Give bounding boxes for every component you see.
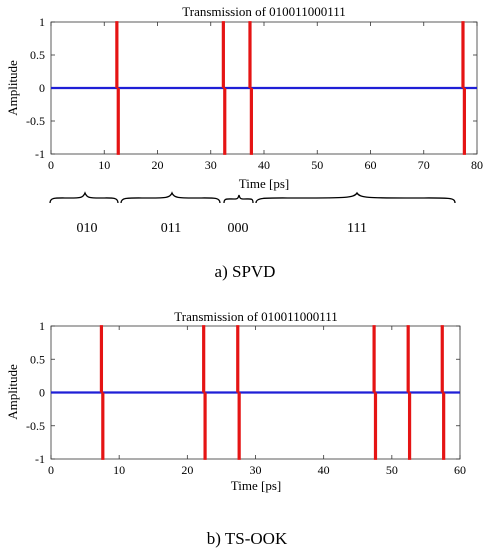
y-tick-label: -1 [35, 452, 45, 466]
y-tick-label: -0.5 [26, 114, 45, 128]
pulse [406, 325, 412, 460]
x-tick-label: 50 [386, 463, 398, 477]
bits-011-label: 011 [161, 221, 181, 236]
chart-b-pulse-series [99, 325, 446, 460]
pulse [248, 21, 253, 155]
pulse [236, 325, 241, 460]
y-tick-label: 1 [39, 319, 45, 333]
x-tick-label: 0 [48, 158, 54, 172]
bits-010-label: 010 [77, 221, 98, 236]
x-tick-label: 20 [181, 463, 193, 477]
chart-b-ylabel: Amplitude [5, 364, 20, 420]
bits-111-label: 111 [347, 221, 367, 236]
x-tick-label: 30 [205, 158, 217, 172]
pulse [461, 21, 466, 155]
chart-ts-ook: Transmission of 010011000111 0 10 20 30 40 50… [5, 309, 466, 548]
chart-a-title: Transmission of 010011000111 [182, 4, 345, 19]
caption-a: a) SPVD [215, 262, 276, 281]
x-tick-label: 40 [258, 158, 270, 172]
y-tick-label: 0 [39, 81, 45, 95]
brace-010 [49, 191, 119, 204]
brace-011 [120, 191, 221, 204]
x-tick-label: 50 [311, 158, 323, 172]
chart-a-ylabel: Amplitude [5, 60, 20, 116]
y-tick-label: 0.5 [30, 352, 45, 366]
x-tick-label: 20 [152, 158, 164, 172]
pulse [440, 325, 446, 460]
x-tick-label: 30 [250, 463, 262, 477]
chart-a-x-ticks: 0 10 20 30 40 50 60 70 80 [48, 22, 483, 172]
chart-b-x-ticks: 0 10 20 30 40 50 60 [48, 326, 466, 477]
bits-000-label: 000 [228, 221, 249, 236]
x-tick-label: 40 [318, 463, 330, 477]
chart-spvd: Transmission of 010011000111 0 10 20 30 40 50… [5, 4, 483, 281]
pulse [221, 21, 227, 155]
pulse [115, 21, 120, 155]
pulse [372, 325, 378, 460]
brace-111 [255, 191, 456, 204]
bit-group-braces [49, 191, 456, 204]
caption-b: b) TS-OOK [207, 529, 288, 548]
x-tick-label: 10 [98, 158, 110, 172]
chart-a-pulse-series [115, 21, 466, 155]
chart-a-y-ticks: 1 0.5 0 -0.5 -1 [26, 15, 477, 161]
chart-b-title: Transmission of 010011000111 [174, 309, 337, 324]
chart-a-xlabel: Time [ps] [239, 176, 289, 191]
x-tick-label: 10 [113, 463, 125, 477]
x-tick-label: 80 [471, 158, 483, 172]
y-tick-label: 0.5 [30, 48, 45, 62]
y-tick-label: 0 [39, 386, 45, 400]
x-tick-label: 60 [365, 158, 377, 172]
pulse [99, 325, 105, 460]
pulse [202, 325, 207, 460]
brace-000 [223, 194, 254, 204]
x-tick-label: 0 [48, 463, 54, 477]
x-tick-label: 60 [454, 463, 466, 477]
x-tick-label: 70 [418, 158, 430, 172]
y-tick-label: 1 [39, 15, 45, 29]
chart-b-xlabel: Time [ps] [231, 478, 281, 493]
y-tick-label: -1 [35, 147, 45, 161]
y-tick-label: -0.5 [26, 419, 45, 433]
